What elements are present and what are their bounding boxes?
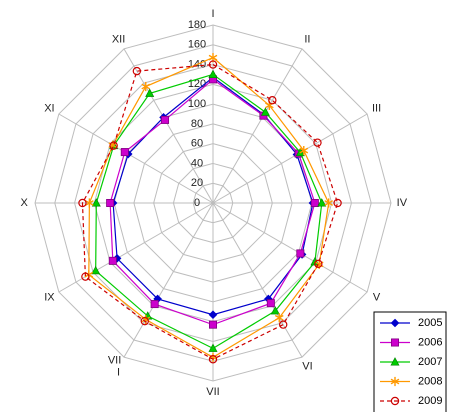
point-2009-VI <box>279 320 288 329</box>
category-label-III: III <box>372 102 381 114</box>
point-2008-XII <box>141 81 151 92</box>
point-2009-I <box>208 60 218 69</box>
point-2007-X <box>91 198 101 207</box>
legend-item-2005: 2005 <box>380 317 442 329</box>
category-label-XII: XII <box>112 33 125 45</box>
legend-marker-2009 <box>390 396 400 406</box>
point-2009-V <box>314 259 323 269</box>
legend-marker-2006 <box>390 338 399 347</box>
legend-label-2009: 2009 <box>418 395 442 407</box>
point-2008-VII <box>208 352 218 362</box>
point-2009-VIII <box>140 316 149 326</box>
category-label-X: X <box>20 197 28 209</box>
tick-label-0: 0 <box>194 197 200 209</box>
legend-label-2007: 2007 <box>418 356 442 368</box>
legend-label-2008: 2008 <box>418 375 442 387</box>
spoke-10 <box>58 113 214 204</box>
point-2006-VI <box>266 299 275 308</box>
point-2008-III <box>299 145 309 156</box>
spoke-1 <box>212 48 303 204</box>
point-2007-I <box>208 69 218 78</box>
legend-label-2005: 2005 <box>418 317 442 329</box>
point-2009-IV <box>333 198 342 208</box>
point-2009-XI <box>109 141 118 150</box>
legend-marker-2005 <box>390 318 400 328</box>
point-2008-X <box>85 198 94 208</box>
category-label-IV: IV <box>397 197 408 209</box>
legend: 2005 2006 2007 2008 2009 <box>373 311 447 412</box>
tick-label-1: 20 <box>191 177 203 189</box>
point-2005-VII <box>208 310 218 320</box>
legend-marker-2008 <box>390 376 400 387</box>
tick-label-4: 80 <box>191 118 203 130</box>
point-2006-X <box>106 198 115 207</box>
point-2007-IV <box>317 198 327 207</box>
point-2006-XII <box>161 115 170 124</box>
tick-label-6: 120 <box>188 78 206 90</box>
category-label-IX: IX <box>44 291 55 303</box>
spoke-5 <box>212 202 303 358</box>
point-2009-VII <box>208 355 218 364</box>
category-label-VIII: VII I <box>108 354 121 378</box>
point-2009-X <box>78 198 87 208</box>
point-2007-II <box>260 107 270 116</box>
tick-label-3: 60 <box>191 138 203 150</box>
point-2009-II <box>268 96 277 105</box>
point-2009-XII <box>132 66 142 76</box>
category-label-XI: XI <box>44 102 54 114</box>
point-2008-IV <box>324 198 334 208</box>
legend-label-2006: 2006 <box>418 336 442 348</box>
point-2006-XI <box>120 148 129 157</box>
tick-label-8: 160 <box>188 39 206 51</box>
point-2007-IX <box>91 265 101 275</box>
legend-marker-2007 <box>390 357 400 366</box>
point-2009-III <box>313 138 322 147</box>
point-2006-VIII <box>150 300 159 309</box>
category-label-VI: VI <box>302 360 312 372</box>
category-label-I: I <box>211 8 214 20</box>
category-label-II: II <box>304 33 310 45</box>
point-2008-VI <box>274 313 284 323</box>
point-2007-XII <box>145 88 155 97</box>
category-label-VII: VII <box>206 386 219 398</box>
point-2006-V <box>296 249 305 258</box>
spoke-7 <box>123 202 214 358</box>
legend-item-2009: 2009 <box>380 395 442 407</box>
legend-item-2008: 2008 <box>380 375 442 387</box>
legend-item-2006: 2006 <box>380 336 442 348</box>
tick-label-2: 40 <box>191 157 203 169</box>
point-2006-VII <box>208 320 217 329</box>
point-2007-VI <box>270 306 280 315</box>
spoke-4 <box>212 202 368 293</box>
series-2009 <box>78 60 342 364</box>
point-2006-IV <box>310 198 319 207</box>
tick-label-5: 100 <box>188 98 206 110</box>
category-label-V: V <box>373 291 381 303</box>
series-line-2009 <box>81 63 339 360</box>
spoke-8 <box>58 202 214 293</box>
point-2009-IX <box>81 272 90 281</box>
point-2007-VII <box>208 343 218 352</box>
legend-item-2007: 2007 <box>380 356 442 368</box>
spoke-2 <box>212 113 368 204</box>
tick-label-9: 180 <box>188 19 206 31</box>
series-layer <box>78 53 342 364</box>
point-2006-IX <box>108 256 117 265</box>
series-2008 <box>84 53 334 362</box>
